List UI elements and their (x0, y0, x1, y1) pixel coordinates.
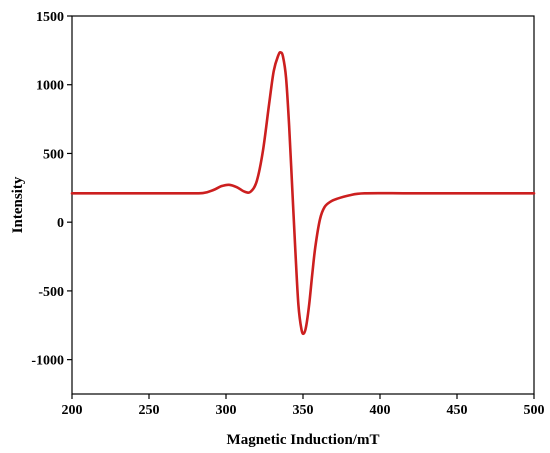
x-tick-label: 200 (62, 403, 83, 418)
x-tick-label: 350 (293, 403, 314, 418)
y-tick-label: 1500 (36, 10, 64, 25)
x-axis-title: Magnetic Induction/mT (227, 432, 380, 448)
y-axis: 1500 1000 500 0 -500 -1000 (31, 10, 72, 369)
y-tick-label: -500 (38, 285, 64, 300)
plot-frame (71, 15, 535, 395)
x-tick-label: 250 (139, 403, 160, 418)
x-axis: 200 250 300 350 400 450 500 (62, 394, 545, 418)
y-axis-title: Intensity (10, 176, 26, 233)
x-tick-label: 500 (524, 403, 545, 418)
series-line (70, 51, 536, 336)
y-tick-label: -1000 (31, 354, 64, 369)
x-tick-label: 300 (216, 403, 237, 418)
x-tick-label: 450 (447, 403, 468, 418)
y-tick-label: 0 (57, 216, 64, 231)
x-tick-label: 400 (370, 403, 391, 418)
y-tick-label: 1000 (36, 79, 64, 94)
y-tick-label: 500 (43, 147, 64, 162)
